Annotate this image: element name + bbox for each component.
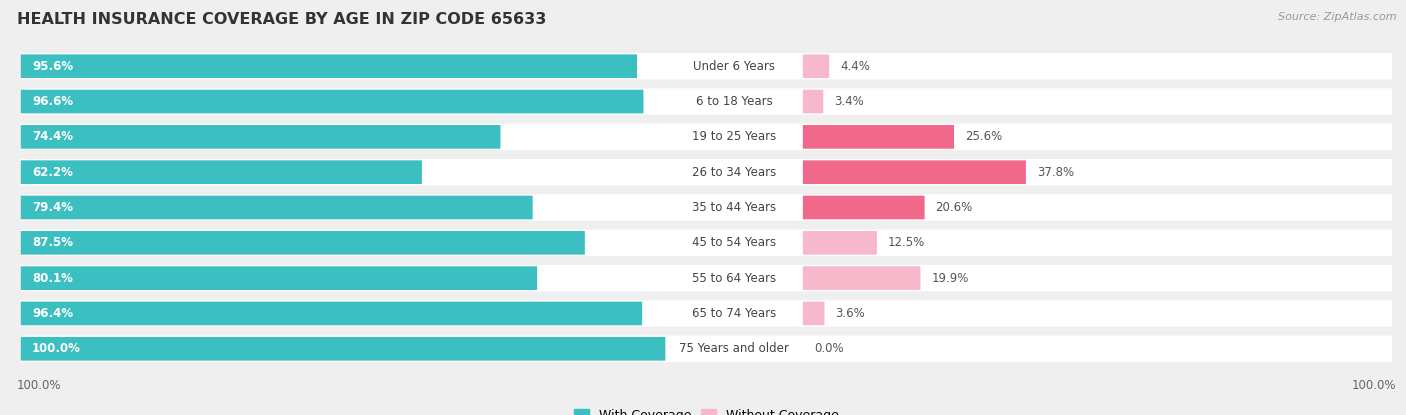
Text: 80.1%: 80.1% bbox=[32, 272, 73, 285]
Text: 75 Years and older: 75 Years and older bbox=[679, 342, 789, 355]
Text: Under 6 Years: Under 6 Years bbox=[693, 60, 775, 73]
Text: 3.4%: 3.4% bbox=[834, 95, 863, 108]
Text: 4.4%: 4.4% bbox=[839, 60, 870, 73]
Text: 25.6%: 25.6% bbox=[965, 130, 1002, 143]
Text: 74.4%: 74.4% bbox=[32, 130, 73, 143]
Text: 96.4%: 96.4% bbox=[32, 307, 73, 320]
Text: 65 to 74 Years: 65 to 74 Years bbox=[692, 307, 776, 320]
Text: 95.6%: 95.6% bbox=[32, 60, 73, 73]
FancyBboxPatch shape bbox=[21, 159, 1392, 186]
Text: 6 to 18 Years: 6 to 18 Years bbox=[696, 95, 772, 108]
Text: 12.5%: 12.5% bbox=[887, 236, 925, 249]
FancyBboxPatch shape bbox=[21, 90, 644, 113]
FancyBboxPatch shape bbox=[803, 195, 925, 220]
Legend: With Coverage, Without Coverage: With Coverage, Without Coverage bbox=[569, 404, 844, 415]
FancyBboxPatch shape bbox=[21, 336, 1392, 362]
FancyBboxPatch shape bbox=[21, 302, 643, 325]
FancyBboxPatch shape bbox=[803, 90, 824, 113]
FancyBboxPatch shape bbox=[21, 124, 1392, 150]
FancyBboxPatch shape bbox=[21, 54, 637, 78]
FancyBboxPatch shape bbox=[21, 195, 533, 220]
FancyBboxPatch shape bbox=[21, 194, 1392, 221]
FancyBboxPatch shape bbox=[21, 125, 501, 149]
Text: 26 to 34 Years: 26 to 34 Years bbox=[692, 166, 776, 179]
Text: 100.0%: 100.0% bbox=[17, 379, 62, 392]
Text: 19 to 25 Years: 19 to 25 Years bbox=[692, 130, 776, 143]
FancyBboxPatch shape bbox=[21, 265, 1392, 291]
Text: 96.6%: 96.6% bbox=[32, 95, 73, 108]
FancyBboxPatch shape bbox=[803, 231, 877, 255]
FancyBboxPatch shape bbox=[21, 53, 1392, 79]
Text: 100.0%: 100.0% bbox=[32, 342, 82, 355]
FancyBboxPatch shape bbox=[21, 160, 422, 184]
FancyBboxPatch shape bbox=[803, 54, 830, 78]
Text: Source: ZipAtlas.com: Source: ZipAtlas.com bbox=[1278, 12, 1396, 22]
FancyBboxPatch shape bbox=[803, 266, 921, 290]
FancyBboxPatch shape bbox=[21, 88, 1392, 115]
Text: 19.9%: 19.9% bbox=[931, 272, 969, 285]
Text: 100.0%: 100.0% bbox=[1351, 379, 1396, 392]
Text: 62.2%: 62.2% bbox=[32, 166, 73, 179]
Text: 55 to 64 Years: 55 to 64 Years bbox=[692, 272, 776, 285]
Text: 3.6%: 3.6% bbox=[835, 307, 865, 320]
Text: 45 to 54 Years: 45 to 54 Years bbox=[692, 236, 776, 249]
Text: 79.4%: 79.4% bbox=[32, 201, 73, 214]
Text: 20.6%: 20.6% bbox=[935, 201, 973, 214]
FancyBboxPatch shape bbox=[21, 229, 1392, 256]
Text: HEALTH INSURANCE COVERAGE BY AGE IN ZIP CODE 65633: HEALTH INSURANCE COVERAGE BY AGE IN ZIP … bbox=[17, 12, 547, 27]
Text: 87.5%: 87.5% bbox=[32, 236, 73, 249]
FancyBboxPatch shape bbox=[803, 160, 1026, 184]
Text: 37.8%: 37.8% bbox=[1036, 166, 1074, 179]
FancyBboxPatch shape bbox=[21, 337, 665, 361]
FancyBboxPatch shape bbox=[21, 231, 585, 255]
Text: 0.0%: 0.0% bbox=[814, 342, 844, 355]
FancyBboxPatch shape bbox=[21, 300, 1392, 327]
FancyBboxPatch shape bbox=[21, 266, 537, 290]
FancyBboxPatch shape bbox=[803, 302, 824, 325]
FancyBboxPatch shape bbox=[803, 125, 955, 149]
Text: 35 to 44 Years: 35 to 44 Years bbox=[692, 201, 776, 214]
